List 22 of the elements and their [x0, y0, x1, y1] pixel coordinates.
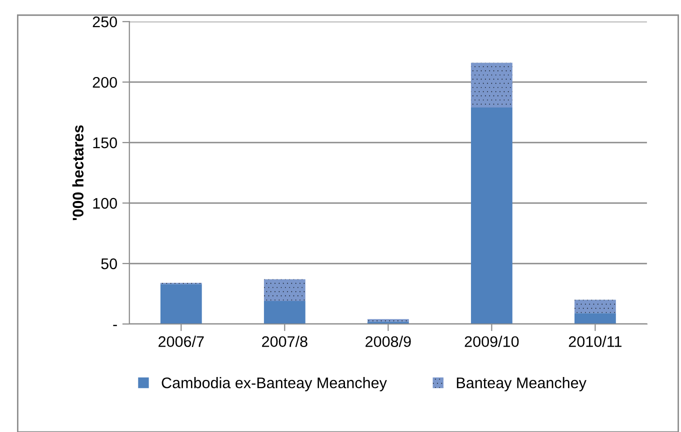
y-tick-label: 50 — [101, 258, 117, 270]
bar — [367, 319, 409, 322]
legend-label: Cambodia ex-Banteay Meanchey — [162, 377, 387, 392]
x-tick-label: 2010/11 — [568, 336, 622, 348]
y-tick-label: 200 — [92, 76, 117, 88]
bar — [470, 107, 512, 324]
bar — [574, 300, 616, 314]
bar — [264, 301, 306, 324]
y-tick-label: 250 — [92, 16, 117, 28]
y-tick-label: 150 — [93, 137, 117, 148]
y-axis-title: '000 hectares — [72, 125, 84, 220]
x-tick-label: 2008/9 — [366, 336, 411, 348]
bar — [264, 279, 306, 302]
bar — [160, 284, 202, 324]
bar — [470, 62, 512, 108]
y-tick-label: 100 — [93, 198, 117, 209]
y-tick-label: - — [113, 324, 117, 326]
x-tick-label: 2006/7 — [158, 336, 204, 348]
bar — [574, 313, 616, 324]
x-tick-label: 2009/10 — [464, 336, 519, 348]
legend-label: Banteay Meanchey — [456, 377, 586, 392]
x-tick-label: 2007/8 — [262, 336, 308, 348]
